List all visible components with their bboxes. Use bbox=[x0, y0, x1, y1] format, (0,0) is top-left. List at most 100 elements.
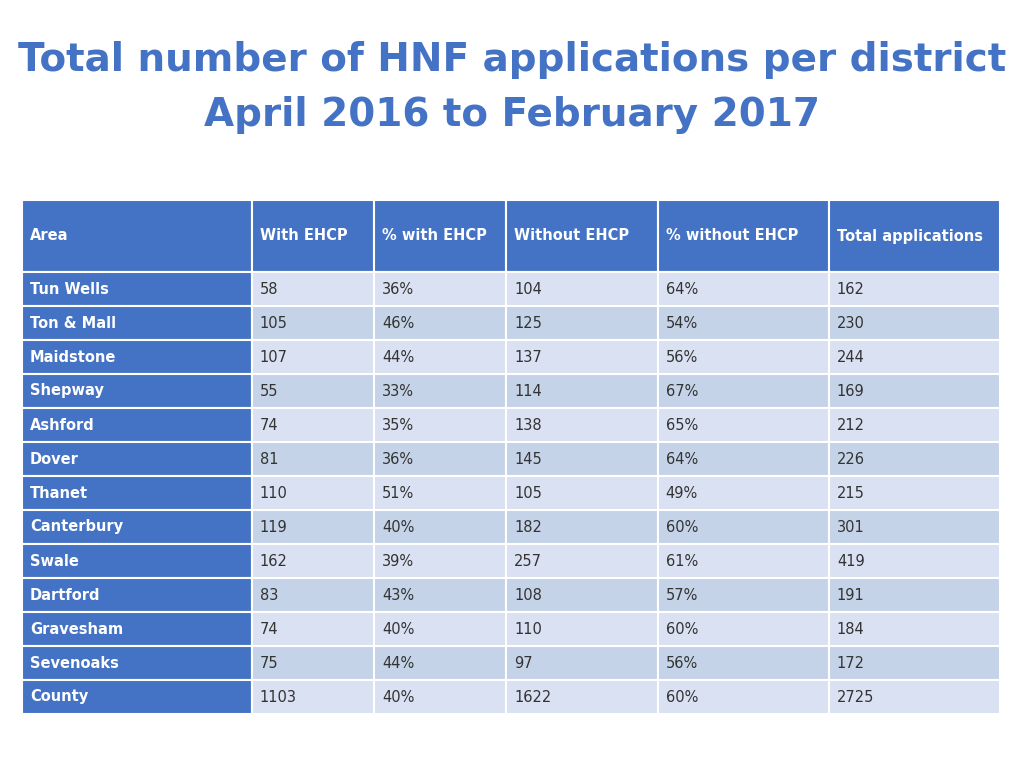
Text: Total applications: Total applications bbox=[837, 229, 983, 243]
Text: Ashford: Ashford bbox=[30, 418, 95, 432]
Text: 1103: 1103 bbox=[260, 690, 297, 704]
Text: Sevenoaks: Sevenoaks bbox=[30, 656, 119, 670]
Text: Dartford: Dartford bbox=[30, 588, 100, 603]
Text: 60%: 60% bbox=[666, 519, 698, 535]
Text: April 2016 to February 2017: April 2016 to February 2017 bbox=[204, 96, 820, 134]
Bar bbox=[22, 200, 252, 272]
Bar bbox=[252, 408, 374, 442]
Bar bbox=[657, 374, 828, 408]
Bar bbox=[657, 646, 828, 680]
Bar bbox=[374, 476, 506, 510]
Text: 51%: 51% bbox=[382, 485, 415, 501]
Text: Thanet: Thanet bbox=[30, 485, 88, 501]
Text: Total number of HNF applications per district: Total number of HNF applications per dis… bbox=[17, 41, 1007, 79]
Text: Gravesham: Gravesham bbox=[30, 621, 123, 637]
Text: 145: 145 bbox=[514, 452, 542, 466]
Bar bbox=[374, 612, 506, 646]
Bar bbox=[374, 680, 506, 714]
Bar bbox=[657, 612, 828, 646]
Bar bbox=[506, 340, 657, 374]
Text: 39%: 39% bbox=[382, 554, 414, 568]
Bar bbox=[252, 612, 374, 646]
Text: 184: 184 bbox=[837, 621, 864, 637]
Bar bbox=[252, 200, 374, 272]
Bar bbox=[828, 612, 1000, 646]
Text: 138: 138 bbox=[514, 418, 542, 432]
Bar bbox=[22, 476, 252, 510]
Text: 1622: 1622 bbox=[514, 690, 551, 704]
Text: % with EHCP: % with EHCP bbox=[382, 229, 487, 243]
Bar bbox=[374, 200, 506, 272]
Text: Tun Wells: Tun Wells bbox=[30, 282, 109, 296]
Bar bbox=[374, 340, 506, 374]
Text: Dover: Dover bbox=[30, 452, 79, 466]
Text: 35%: 35% bbox=[382, 418, 414, 432]
Bar bbox=[252, 272, 374, 306]
Bar bbox=[374, 510, 506, 544]
Text: 162: 162 bbox=[260, 554, 288, 568]
Bar bbox=[252, 476, 374, 510]
Bar bbox=[22, 442, 252, 476]
Text: 44%: 44% bbox=[382, 656, 415, 670]
Bar bbox=[506, 442, 657, 476]
Text: 64%: 64% bbox=[666, 452, 698, 466]
Bar bbox=[22, 408, 252, 442]
Bar bbox=[374, 646, 506, 680]
Text: Maidstone: Maidstone bbox=[30, 349, 117, 365]
Bar bbox=[506, 510, 657, 544]
Bar bbox=[506, 646, 657, 680]
Bar bbox=[657, 272, 828, 306]
Bar bbox=[657, 408, 828, 442]
Text: 83: 83 bbox=[260, 588, 279, 603]
Text: 110: 110 bbox=[260, 485, 288, 501]
Text: With EHCP: With EHCP bbox=[260, 229, 347, 243]
Text: Without EHCP: Without EHCP bbox=[514, 229, 629, 243]
Bar bbox=[657, 510, 828, 544]
Bar bbox=[252, 340, 374, 374]
Text: 44%: 44% bbox=[382, 349, 415, 365]
Text: 172: 172 bbox=[837, 656, 865, 670]
Bar bbox=[657, 340, 828, 374]
Text: 40%: 40% bbox=[382, 519, 415, 535]
Bar bbox=[22, 544, 252, 578]
Text: 191: 191 bbox=[837, 588, 864, 603]
Bar bbox=[657, 442, 828, 476]
Bar bbox=[657, 680, 828, 714]
Text: Area: Area bbox=[30, 229, 69, 243]
Bar bbox=[374, 544, 506, 578]
Bar bbox=[506, 408, 657, 442]
Bar bbox=[22, 612, 252, 646]
Text: 58: 58 bbox=[260, 282, 279, 296]
Bar bbox=[828, 374, 1000, 408]
Bar bbox=[506, 612, 657, 646]
Text: 419: 419 bbox=[837, 554, 864, 568]
Bar bbox=[22, 646, 252, 680]
Bar bbox=[252, 578, 374, 612]
Bar bbox=[828, 476, 1000, 510]
Text: County: County bbox=[30, 690, 88, 704]
Bar bbox=[657, 544, 828, 578]
Text: 108: 108 bbox=[514, 588, 542, 603]
Bar bbox=[22, 272, 252, 306]
Text: 33%: 33% bbox=[382, 383, 414, 399]
Bar bbox=[506, 544, 657, 578]
Text: 40%: 40% bbox=[382, 621, 415, 637]
Bar bbox=[374, 306, 506, 340]
Text: 114: 114 bbox=[514, 383, 542, 399]
Bar bbox=[506, 272, 657, 306]
Bar bbox=[828, 340, 1000, 374]
Bar bbox=[506, 306, 657, 340]
Bar bbox=[657, 200, 828, 272]
Text: 137: 137 bbox=[514, 349, 542, 365]
Bar bbox=[828, 578, 1000, 612]
Bar bbox=[22, 510, 252, 544]
Bar bbox=[657, 476, 828, 510]
Bar bbox=[252, 374, 374, 408]
Text: 119: 119 bbox=[260, 519, 288, 535]
Text: 55: 55 bbox=[260, 383, 279, 399]
Text: 64%: 64% bbox=[666, 282, 698, 296]
Text: 215: 215 bbox=[837, 485, 864, 501]
Text: 110: 110 bbox=[514, 621, 542, 637]
Text: % without EHCP: % without EHCP bbox=[666, 229, 798, 243]
Text: 36%: 36% bbox=[382, 282, 414, 296]
